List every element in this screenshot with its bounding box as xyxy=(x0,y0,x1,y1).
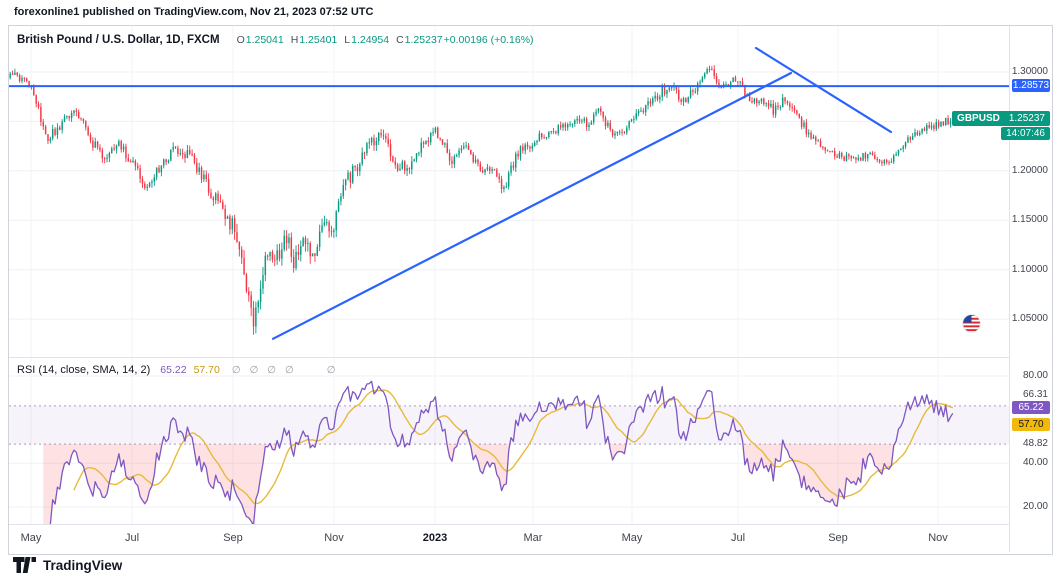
rsi-chart-canvas[interactable] xyxy=(9,358,1009,524)
main-price-pane[interactable]: British Pound / U.S. Dollar, 1D, FXCM O1.… xyxy=(9,26,1009,357)
ohlc-open-key: O xyxy=(236,34,245,46)
tradingview-logo-icon[interactable] xyxy=(13,557,36,573)
rsi-axis-label: 48.82 xyxy=(1022,438,1048,449)
price-axis-label: 1.15000 xyxy=(1011,214,1048,225)
time-axis-label: Mar xyxy=(523,532,543,544)
footer-brand[interactable]: TradingView xyxy=(13,557,122,573)
price-axis-label: 1.30000 xyxy=(1011,66,1048,77)
time-axis-label: Sep xyxy=(828,532,848,544)
ohlc-low-value: 1.24954 xyxy=(351,34,390,46)
rsi-value: 65.22 xyxy=(160,364,187,376)
time-axis-label: May xyxy=(621,532,643,544)
time-axis[interactable]: May Jul Sep Nov 2023 Mar May Jul Sep Nov xyxy=(9,524,1009,553)
hline-price-label: 1.28573 xyxy=(1012,79,1050,92)
publish-note: forexonline1 published on TradingView.co… xyxy=(14,6,374,18)
rsi-empty-marker: ∅ xyxy=(267,365,276,376)
us-flag-icon xyxy=(962,314,981,333)
ohlc-high-key: H xyxy=(290,34,299,46)
rsi-value-badge: 65.22 xyxy=(1012,401,1050,414)
chart-container: British Pound / U.S. Dollar, 1D, FXCM O1.… xyxy=(8,25,1053,555)
current-price-badge: GBPUSD 1.25237 14:07:46 xyxy=(952,111,1050,140)
time-axis-label: Sep xyxy=(223,532,243,544)
rsi-empty-marker: ∅ xyxy=(326,365,336,376)
ohlc-close-value: 1.25237 xyxy=(404,34,443,46)
time-axis-label: 2023 xyxy=(422,532,448,544)
price-axis[interactable]: 1.28573 65.22 57.70 1.30000 1.20000 1.1500… xyxy=(1009,26,1052,552)
candlestick-chart-canvas[interactable] xyxy=(9,26,1009,357)
rsi-ma-badge: 57.70 xyxy=(1012,418,1050,431)
ohlc-high-value: 1.25401 xyxy=(299,34,338,46)
rsi-empty-marker: ∅ xyxy=(249,365,259,376)
rsi-ma-value: 57.70 xyxy=(193,364,220,376)
time-axis-label: Jul xyxy=(124,532,140,544)
time-axis-label: Nov xyxy=(324,532,344,544)
badge-last-price: 1.25237 xyxy=(1008,113,1045,124)
badge-symbol-name: GBPUSD xyxy=(957,113,1000,124)
ohlc-low-key: L xyxy=(344,34,351,46)
price-axis-label: 1.05000 xyxy=(1011,313,1048,324)
symbol-title[interactable]: British Pound / U.S. Dollar, 1D, FXCM xyxy=(17,34,220,46)
bar-countdown: 14:07:46 xyxy=(1001,127,1050,140)
price-axis-label: 1.10000 xyxy=(1011,264,1048,275)
rsi-axis-label: 66.31 xyxy=(1022,389,1048,400)
time-axis-label: Jul xyxy=(730,532,746,544)
time-axis-label: Nov xyxy=(928,532,948,544)
rsi-axis-label: 20.00 xyxy=(1022,501,1048,512)
rsi-empty-marker: ∅ xyxy=(285,365,294,376)
rsi-empty-marker: ∅ xyxy=(231,365,241,376)
brand-name[interactable]: TradingView xyxy=(43,557,123,573)
symbol-legend: British Pound / U.S. Dollar, 1D, FXCM O1.… xyxy=(17,34,534,46)
rsi-legend: RSI (14, close, SMA, 14, 2) 65.22 57.70 ∅ ∅ ∅… xyxy=(17,364,344,376)
rsi-axis-label: 80.00 xyxy=(1022,370,1048,381)
ohlc-open-value: 1.25041 xyxy=(245,34,284,46)
time-axis-label: May xyxy=(20,532,42,544)
rsi-indicator-title[interactable]: RSI (14, close, SMA, 14, 2) xyxy=(17,364,151,376)
ohlc-close-key: C xyxy=(396,34,404,46)
pane-separator[interactable] xyxy=(9,357,1052,358)
rsi-axis-label: 40.00 xyxy=(1022,457,1048,468)
change-value: +0.00196 (+0.16%) xyxy=(443,34,534,46)
rsi-pane[interactable]: RSI (14, close, SMA, 14, 2) 65.22 57.70 ∅ ∅ ∅… xyxy=(9,358,1009,524)
price-axis-label: 1.20000 xyxy=(1011,165,1048,176)
